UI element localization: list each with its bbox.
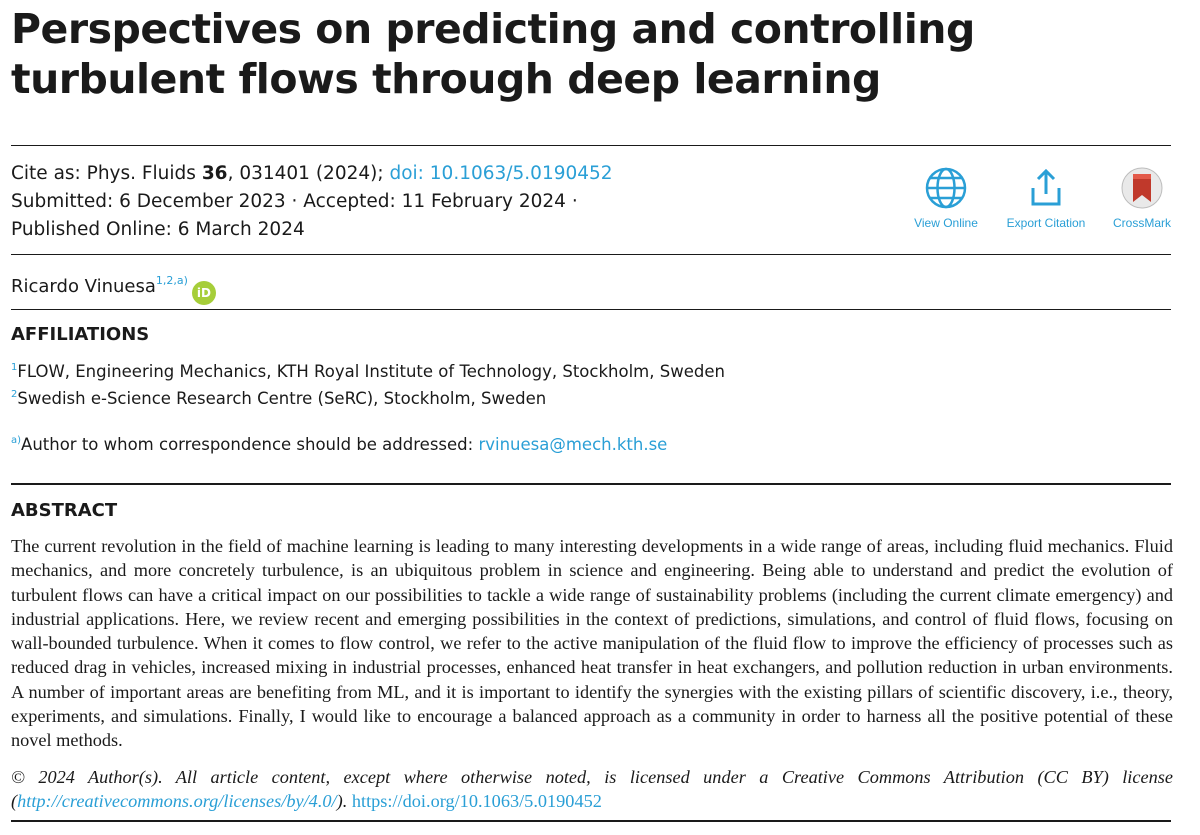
- affiliation-2-mark: 2: [11, 389, 18, 400]
- author-name[interactable]: Ricardo Vinuesa: [11, 276, 156, 297]
- orcid-icon[interactable]: iD: [191, 281, 216, 305]
- citation-block: Cite as: Phys. Fluids 36, 031401 (2024);…: [11, 160, 613, 244]
- abstract-text: The current revolution in the field of m…: [11, 536, 1173, 751]
- export-citation-button[interactable]: Export Citation: [1001, 166, 1091, 230]
- title-line-2: turbulent flows through deep learning: [11, 55, 881, 103]
- divider-bottom: [11, 820, 1171, 822]
- abstract-heading: ABSTRACT: [11, 500, 118, 521]
- crossmark-button[interactable]: CrossMark: [1097, 166, 1187, 230]
- doi-link[interactable]: doi: 10.1063/5.0190452: [389, 163, 613, 184]
- article-title: Perspectives on predicting and controlli…: [11, 4, 1181, 104]
- affiliation-2: 2Swedish e-Science Research Centre (SeRC…: [11, 389, 546, 408]
- email-link[interactable]: rvinuesa@mech.kth.se: [478, 435, 668, 454]
- dates-line-1: Submitted: 6 December 2023 · Accepted: 1…: [11, 191, 578, 212]
- view-online-button[interactable]: View Online: [901, 166, 991, 230]
- cc-license-link[interactable]: http://creativecommons.org/licenses/by/4…: [17, 791, 337, 811]
- affiliation-2-text: Swedish e-Science Research Centre (SeRC)…: [17, 389, 547, 408]
- author-affil-marks: 1,2,a): [155, 274, 188, 287]
- divider-author: [11, 254, 1171, 255]
- affiliation-1-text: FLOW, Engineering Mechanics, KTH Royal I…: [17, 362, 725, 381]
- citation-prefix: Cite as: Phys. Fluids: [11, 163, 202, 184]
- affiliations-heading: AFFILIATIONS: [11, 324, 150, 345]
- correspondence-mark: a): [11, 435, 22, 446]
- export-icon: [1031, 168, 1061, 206]
- crossmark-icon: [1121, 167, 1163, 209]
- doi-url-link[interactable]: https://doi.org/10.1063/5.0190452: [351, 791, 602, 811]
- globe-icon: [925, 167, 967, 209]
- correspondence-line: a)Author to whom correspondence should b…: [11, 435, 667, 454]
- citation-volume: 36: [201, 163, 228, 184]
- crossmark-label: CrossMark: [1112, 216, 1171, 230]
- divider-affiliations: [11, 309, 1171, 310]
- export-citation-label: Export Citation: [1006, 216, 1086, 230]
- divider-top: [11, 145, 1171, 146]
- license-notice: © 2024 Author(s). All article content, e…: [11, 765, 1173, 813]
- divider-abstract: [11, 483, 1171, 485]
- correspondence-text: Author to whom correspondence should be …: [21, 435, 479, 454]
- license-after: ).: [336, 791, 352, 811]
- citation-rest: , 031401 (2024);: [227, 163, 390, 184]
- citation-line: Cite as: Phys. Fluids 36, 031401 (2024);…: [11, 160, 613, 188]
- dates-line-2: Published Online: 6 March 2024: [11, 219, 305, 240]
- view-online-label: View Online: [914, 216, 978, 230]
- affiliation-1-mark: 1: [11, 362, 18, 373]
- author-line: Ricardo Vinuesa1,2,a)iD: [11, 274, 216, 305]
- title-line-1: Perspectives on predicting and controlli…: [11, 5, 975, 53]
- affiliation-1: 1FLOW, Engineering Mechanics, KTH Royal …: [11, 362, 725, 381]
- license-text: © 2024 Author(s). All article content, e…: [11, 767, 1173, 811]
